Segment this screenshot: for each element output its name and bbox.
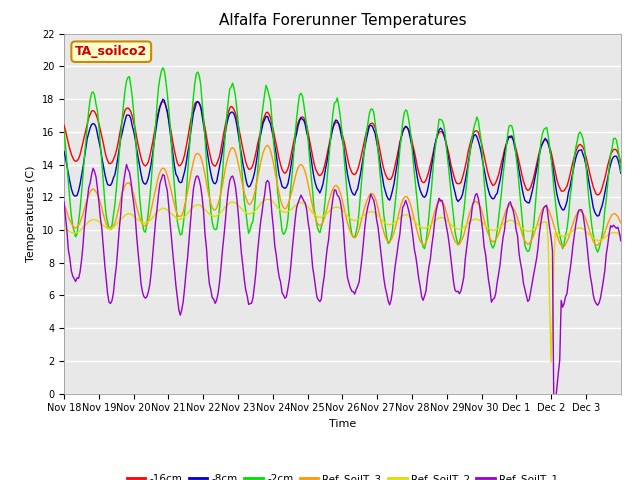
Legend: -16cm, -8cm, -2cm, Ref_SoilT_3, Ref_SoilT_2, Ref_SoilT_1: -16cm, -8cm, -2cm, Ref_SoilT_3, Ref_Soil…	[122, 470, 563, 480]
X-axis label: Time: Time	[329, 419, 356, 429]
Title: Alfalfa Forerunner Temperatures: Alfalfa Forerunner Temperatures	[219, 13, 466, 28]
Text: TA_soilco2: TA_soilco2	[75, 45, 147, 58]
Y-axis label: Temperatures (C): Temperatures (C)	[26, 165, 36, 262]
